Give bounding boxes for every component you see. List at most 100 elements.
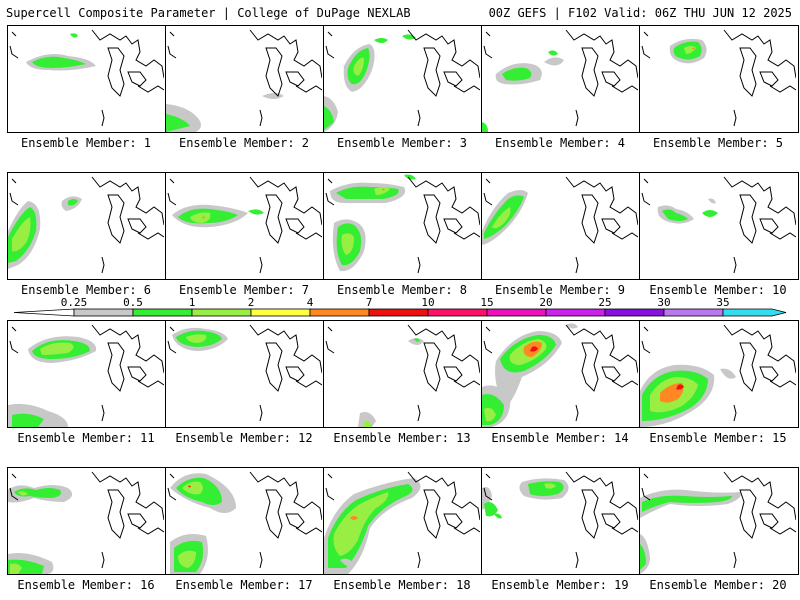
scp-contour-area: [642, 495, 732, 512]
scp-field-map: [8, 176, 164, 274]
colorbar-segment: [132, 308, 193, 317]
scp-contour-area: [333, 492, 389, 556]
scp-contour-area: [68, 199, 78, 206]
great-lakes-outline: [565, 324, 638, 392]
scp-contour-area: [530, 346, 538, 352]
scp-contour-area: [374, 187, 390, 195]
scp-contour-area: [353, 57, 364, 76]
scp-contour-area: [492, 207, 511, 229]
great-lakes-outline: [407, 324, 480, 392]
scp-field-map: [167, 471, 322, 574]
ensemble-member-map: [639, 467, 799, 575]
colorbar-tick-label: 0.25: [61, 296, 88, 309]
great-lakes-outline: [91, 176, 164, 244]
scp-field-map: [482, 176, 638, 274]
colorbar-tick-label: 1: [189, 296, 196, 309]
scp-contour-area: [340, 558, 354, 567]
scp-contour-area: [494, 513, 502, 519]
scp-contour-area: [358, 412, 376, 427]
coastline-outline: [483, 178, 579, 274]
colorbar-tick-label: 30: [657, 296, 670, 309]
ensemble-member-label: Ensemble Member: 3: [336, 136, 468, 150]
colorbar-segment: [486, 308, 547, 317]
ensemble-member-map: [481, 467, 641, 575]
colorbar-segment: [427, 308, 488, 317]
scp-contour-area: [708, 198, 716, 204]
colorbar-segment: [191, 308, 252, 317]
scp-field-map: [641, 29, 796, 127]
scp-field-map: [640, 471, 796, 574]
great-lakes-outline: [723, 29, 796, 97]
coastline-outline: [9, 178, 105, 274]
scp-contour-area: [408, 338, 424, 345]
ensemble-member-map: [481, 172, 641, 280]
ensemble-member-map: [481, 25, 641, 133]
colorbar-tick-label: 35: [716, 296, 729, 309]
scp-contour-area: [341, 233, 354, 255]
coastline-outline: [325, 31, 421, 127]
scp-field-map: [324, 29, 480, 132]
scp-contour-area: [544, 483, 556, 489]
ensemble-member-label: Ensemble Member: 6: [20, 283, 152, 297]
coastline-outline: [641, 178, 737, 274]
ensemble-member-map: [165, 320, 325, 428]
great-lakes-outline: [407, 29, 480, 97]
great-lakes-outline: [249, 29, 322, 97]
ensemble-member-map: [639, 172, 799, 280]
scp-field-map: [8, 471, 164, 574]
great-lakes-outline: [91, 29, 164, 97]
colorbar-below-range: [13, 308, 75, 317]
scp-contour-area: [32, 56, 86, 68]
great-lakes-outline: [249, 176, 322, 244]
scp-contour-area: [188, 485, 191, 488]
coastline-outline: [483, 31, 579, 127]
ensemble-member-label: Ensemble Member: 8: [336, 283, 468, 297]
scp-field-map: [8, 324, 164, 427]
colorbar-segment: [73, 308, 134, 317]
coastline-outline: [325, 326, 421, 422]
scp-contour-area: [662, 209, 688, 221]
scp-field-map: [482, 471, 638, 569]
ensemble-member-map: [323, 467, 483, 575]
colorbar-tick-label: 25: [598, 296, 611, 309]
scp-contour-area: [528, 481, 564, 496]
coastline-outline: [641, 31, 737, 127]
colorbar-tick-label: 4: [307, 296, 314, 309]
scp-contour-area: [18, 491, 28, 496]
scp-contour-area: [482, 122, 488, 132]
great-lakes-outline: [723, 471, 796, 539]
scp-field-map: [640, 324, 796, 427]
great-lakes-outline: [565, 471, 638, 539]
ensemble-member-map: [323, 320, 483, 428]
scp-color-scale: 0.25 0.5 1 2 4 7 10 15 20 25 30 35: [13, 296, 787, 317]
coastline-outline: [641, 473, 737, 569]
colorbar-tick-label: 15: [480, 296, 493, 309]
scp-contour-area: [404, 174, 416, 180]
ensemble-member-label: Ensemble Member: 7: [178, 283, 310, 297]
scp-field-map: [325, 174, 480, 274]
run-valid-time: 00Z GEFS | F102 Valid: 06Z THU JUN 12 20…: [488, 6, 792, 20]
scp-contour-area: [40, 342, 74, 355]
scp-field-map: [325, 324, 480, 427]
scp-contour-area: [484, 502, 498, 517]
great-lakes-outline: [565, 176, 638, 244]
scp-field-map: [482, 323, 638, 427]
scp-contour-area: [190, 212, 211, 223]
scp-contour-area: [10, 563, 22, 574]
ensemble-member-map: [7, 25, 167, 133]
scp-contour-area: [178, 550, 196, 568]
ensemble-member-label: Ensemble Member: 9: [494, 283, 626, 297]
scp-contour-area: [364, 420, 372, 427]
ensemble-member-map: [165, 25, 325, 133]
ensemble-member-label: Ensemble Member: 2: [178, 136, 310, 150]
great-lakes-outline: [723, 176, 796, 244]
colorbar-tick-label: 2: [248, 296, 255, 309]
map-title: Supercell Composite Parameter | College …: [6, 6, 411, 20]
scp-contour-area: [502, 67, 532, 81]
scp-contour-area: [262, 93, 284, 99]
great-lakes-outline: [91, 471, 164, 539]
colorbar-tick-label: 7: [366, 296, 373, 309]
colorbar-tick-label: 0.5: [123, 296, 143, 309]
great-lakes-outline: [565, 29, 638, 97]
colorbar-segment: [545, 308, 606, 317]
